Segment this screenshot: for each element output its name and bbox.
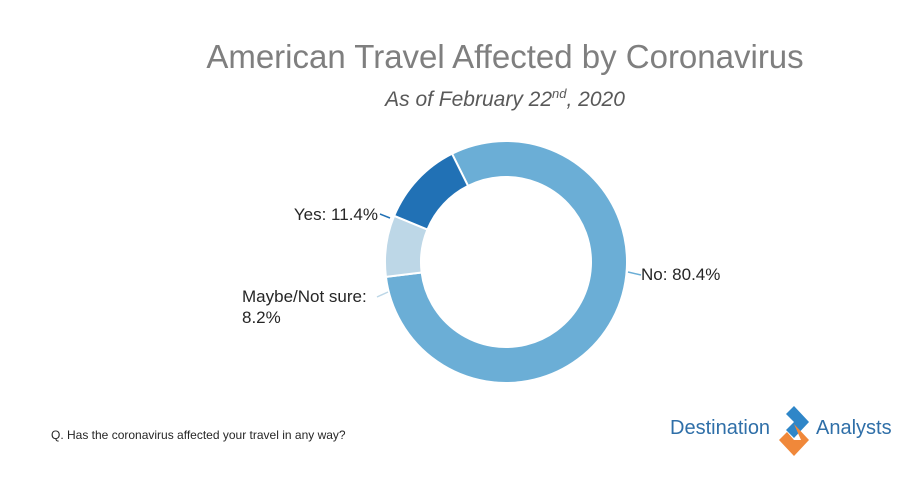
subtitle-date: As of February 22 xyxy=(385,88,553,111)
leader-line-0 xyxy=(627,271,642,276)
destination-analysts-logo: Destination Analysts xyxy=(670,402,900,462)
survey-question: Q. Has the coronavirus affected your tra… xyxy=(51,428,346,442)
subtitle-suffix: nd xyxy=(552,86,567,101)
chart-title: American Travel Affected by Coronavirus xyxy=(206,38,804,75)
leader-line-1 xyxy=(376,291,389,298)
donut-slice-0 xyxy=(384,140,628,384)
donut-slice-2 xyxy=(392,152,470,231)
logo-text-right: Analysts xyxy=(816,417,892,439)
data-label-0: No: 80.4% xyxy=(641,265,720,284)
leader-line-2 xyxy=(379,213,391,219)
data-label-1-value: 8.2% xyxy=(242,308,281,327)
logo-text-left: Destination xyxy=(670,417,771,439)
chart-subtitle: As of February 22nd, 2020 xyxy=(150,86,860,112)
logo-diamond-icon xyxy=(779,406,809,456)
data-label-1: Maybe/Not sure: xyxy=(242,287,367,306)
data-label-2: Yes: 11.4% xyxy=(294,205,378,224)
subtitle-year: , 2020 xyxy=(566,88,625,111)
